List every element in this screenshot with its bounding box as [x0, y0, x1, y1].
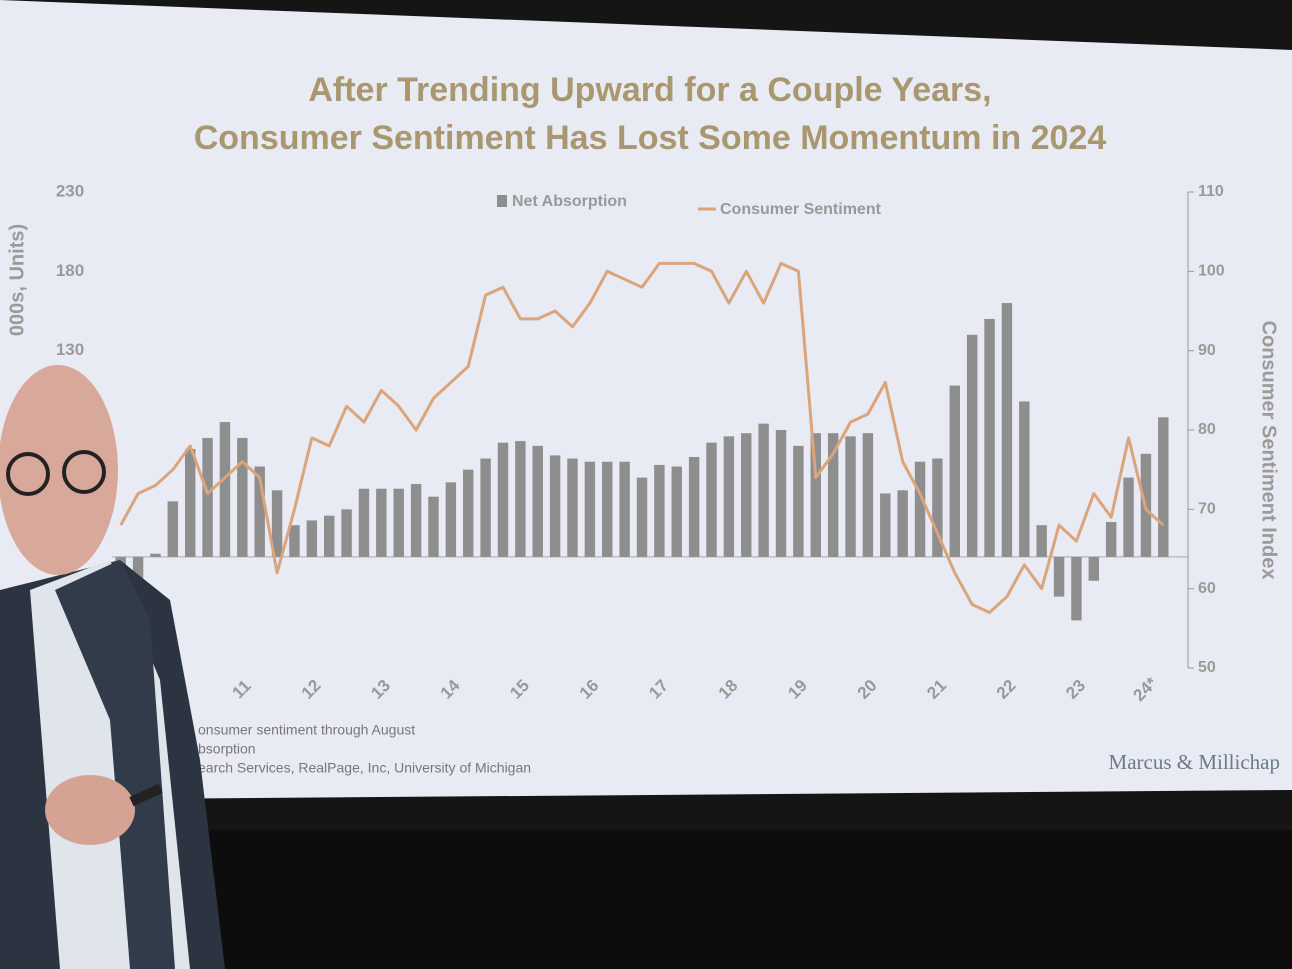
bar	[775, 430, 787, 557]
legend-label: Net Absorption	[512, 193, 627, 210]
bar	[184, 449, 196, 557]
bar	[1036, 525, 1047, 557]
bar	[532, 445, 543, 557]
y-tick-label: 230	[56, 181, 84, 200]
bar	[1019, 401, 1030, 557]
bar	[428, 496, 439, 557]
legend-label: Consumer Sentiment	[720, 201, 882, 218]
bar	[150, 553, 161, 557]
bar	[880, 493, 891, 557]
bar	[237, 437, 248, 557]
bar	[723, 436, 735, 557]
y2-tick-label: 100	[1198, 263, 1225, 280]
bar	[167, 501, 179, 557]
footnote: earch Services, RealPage, Inc, Universit…	[198, 760, 531, 776]
bar	[897, 490, 908, 557]
bar	[827, 433, 839, 557]
glasses	[62, 450, 106, 494]
bar	[254, 466, 265, 557]
bar	[741, 433, 752, 557]
footnote: bsorption	[198, 741, 256, 757]
bar	[358, 488, 370, 557]
y2-axis-label: Consumer Sentiment Index	[1258, 321, 1280, 580]
y2-tick-label: 110	[1198, 183, 1224, 200]
clicker	[129, 783, 163, 807]
bar	[324, 515, 335, 557]
bar	[410, 483, 422, 557]
bar	[984, 318, 995, 557]
y2-tick-label: 90	[1198, 342, 1216, 359]
bar	[497, 442, 509, 557]
bar	[549, 455, 561, 557]
bar	[758, 423, 769, 557]
line	[119, 261, 1165, 614]
bar	[602, 461, 613, 557]
bar	[688, 456, 700, 557]
y-tick-label: 180	[56, 261, 84, 280]
bar	[445, 482, 457, 557]
glasses	[6, 452, 50, 496]
bar	[1001, 303, 1013, 557]
bar	[463, 469, 474, 557]
y-axis-label: 000s, Units)	[6, 224, 28, 336]
bar	[636, 477, 648, 557]
bar	[706, 442, 717, 557]
bar	[793, 445, 804, 557]
bar	[914, 461, 926, 557]
bar	[376, 488, 387, 557]
bar	[932, 458, 943, 557]
bar	[966, 334, 978, 557]
bar	[202, 437, 213, 557]
y2-tick-label: 50	[1198, 659, 1216, 676]
bar	[1105, 522, 1117, 557]
bar	[515, 441, 526, 557]
y2-tick-label: 70	[1198, 501, 1216, 518]
bar	[1071, 556, 1082, 621]
bar	[219, 422, 231, 557]
bar	[1088, 556, 1100, 581]
bar	[567, 458, 578, 557]
bar	[1053, 556, 1065, 597]
bar	[1123, 477, 1134, 557]
hand	[45, 775, 135, 845]
y2-tick-label: 60	[1198, 580, 1216, 597]
bar	[654, 464, 665, 557]
bar	[271, 490, 283, 557]
bar	[619, 461, 630, 557]
chart-title: After Trending Upward for a Couple Years…	[308, 71, 991, 109]
legend-swatch	[497, 195, 507, 207]
brand: Marcus & Millichap	[1109, 750, 1280, 774]
bar	[341, 509, 352, 557]
footnote: onsumer sentiment through August	[198, 722, 415, 738]
head	[0, 365, 118, 575]
bar	[132, 556, 144, 589]
bar	[306, 520, 318, 557]
bar	[289, 525, 300, 557]
bar	[810, 433, 821, 557]
y2-tick-label: 80	[1198, 421, 1216, 438]
lapel	[55, 560, 175, 969]
bar	[1158, 417, 1169, 557]
chart-title: Consumer Sentiment Has Lost Some Momentu…	[194, 119, 1107, 157]
bar	[949, 385, 960, 557]
bar	[862, 433, 874, 557]
bar	[393, 488, 404, 557]
bar	[845, 436, 856, 557]
bar	[480, 458, 491, 557]
y-tick-label: 130	[56, 340, 84, 359]
bar	[671, 466, 682, 557]
bar	[584, 461, 596, 557]
